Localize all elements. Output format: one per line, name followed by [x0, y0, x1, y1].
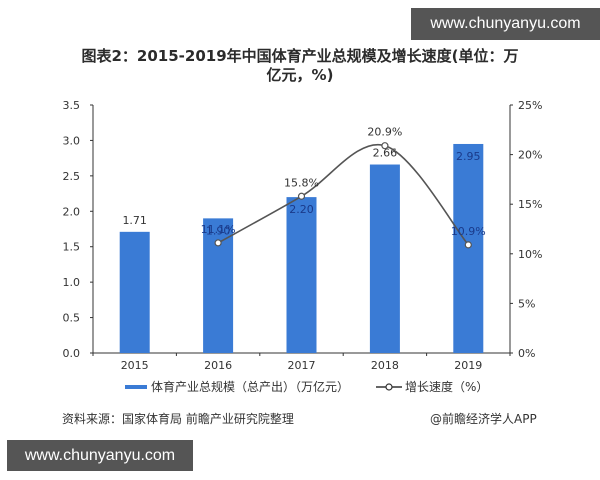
- growth-value-label: 11.1%: [201, 223, 236, 236]
- x-tick-label: 2016: [204, 359, 232, 372]
- credit-note: @前瞻经济学人APP: [430, 412, 537, 426]
- bar-value-label: 1.90: [206, 224, 231, 237]
- watermark-top: www.chunyanyu.com: [411, 8, 600, 40]
- right-tick-label: 25%: [518, 99, 542, 112]
- left-tick-label: 2.0: [63, 205, 81, 218]
- growth-value-label: 10.9%: [451, 225, 486, 238]
- bar-value-label: 2.20: [289, 203, 314, 216]
- left-tick-label: 1.5: [63, 241, 81, 254]
- bar-value-label: 2.95: [456, 150, 481, 163]
- bar-2016: [203, 218, 234, 353]
- bar-2015: [119, 231, 150, 353]
- left-tick-label: 2.5: [63, 170, 81, 183]
- x-tick-label: 2019: [454, 359, 482, 372]
- legend-bar-label: 体育产业总规模（总产出）（万亿元）: [151, 380, 350, 394]
- growth-point: [464, 241, 472, 249]
- legend-line: 增长速度（%）: [376, 378, 488, 395]
- bar-2018: [369, 164, 400, 353]
- source-note: 资料来源：国家体育局 前瞻产业研究院整理: [62, 412, 294, 426]
- bar-2017: [286, 197, 317, 353]
- x-tick-label: 2015: [121, 359, 149, 372]
- x-tick-label: 2018: [371, 359, 399, 372]
- legend-bar: 体育产业总规模（总产出）（万亿元）: [125, 378, 349, 395]
- title-line-2: 亿元，%): [266, 66, 334, 84]
- growth-line: [217, 143, 469, 246]
- left-tick-label: 3.0: [63, 134, 81, 147]
- right-tick-label: 20%: [518, 149, 542, 162]
- growth-point: [214, 239, 222, 247]
- title-line-1: 图表2：2015-2019年中国体育产业总规模及增长速度(单位：万: [81, 47, 519, 65]
- right-tick-label: 10%: [518, 248, 542, 261]
- growth-value-label: 15.8%: [284, 176, 319, 189]
- bar-value-label: 1.71: [122, 214, 147, 227]
- left-tick-label: 1.0: [63, 276, 81, 289]
- watermark-bottom: www.chunyanyu.com: [7, 440, 193, 471]
- legend-line-label: 增长速度（%）: [405, 380, 489, 394]
- right-tick-label: 5%: [518, 297, 535, 310]
- legend-bar-swatch: [125, 384, 147, 389]
- growth-point: [297, 192, 306, 200]
- bar-2019: [453, 143, 484, 353]
- growth-value-label: 20.9%: [367, 126, 402, 139]
- left-tick-label: 0.0: [63, 347, 81, 360]
- chart-title: 图表2：2015-2019年中国体育产业总规模及增长速度(单位：万 亿元，%): [60, 47, 540, 85]
- bar-value-label: 2.66: [373, 147, 398, 160]
- left-tick-label: 0.5: [63, 312, 81, 325]
- growth-point: [381, 142, 389, 150]
- x-tick-label: 2017: [288, 359, 316, 372]
- legend-line-swatch: [376, 382, 402, 391]
- right-tick-label: 15%: [518, 198, 542, 211]
- left-tick-label: 3.5: [63, 99, 81, 112]
- right-tick-label: 0%: [518, 347, 535, 360]
